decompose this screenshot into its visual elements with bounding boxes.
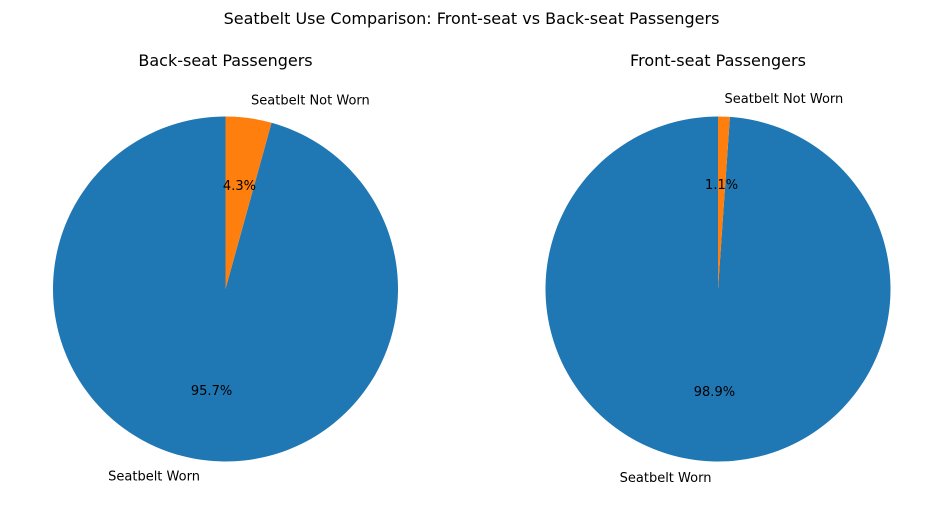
pie-slice-seatbelt-not-worn [225,116,272,289]
slice-label-seatbelt-worn: Seatbelt Worn [620,471,712,486]
slice-percent-seatbelt-worn: 95.7% [191,384,232,399]
slice-percent-seatbelt-not-worn: 1.1% [705,178,738,193]
pie-chart-back-seat: Back-seat Passengers Seatbelt Worn95.7%S… [52,51,398,485]
slice-percent-seatbelt-not-worn: 4.3% [223,179,256,194]
slice-label-seatbelt-worn: Seatbelt Worn [108,470,200,485]
slice-percent-seatbelt-worn: 98.9% [694,385,735,400]
slice-label-seatbelt-not-worn: Seatbelt Not Worn [251,93,370,108]
pie-slice-seatbelt-not-worn [718,116,730,289]
figure-title: Seatbelt Use Comparison: Front-seat vs B… [224,9,720,28]
pie-slice-seatbelt-worn [545,116,891,462]
slices-front-seat [545,116,891,462]
chart-title-back-seat: Back-seat Passengers [138,51,312,70]
labels-back-seat: Seatbelt Worn 95.7% Seatbelt Not Worn 4.3% [108,93,370,484]
pie-chart-front-seat: Front-seat Passengers Seatbelt Worn 98.9%… [545,51,891,486]
slice-label-seatbelt-not-worn: Seatbelt Not Worn [725,92,844,107]
slices-back-seat [52,116,398,462]
labels-front-seat: Seatbelt Worn 98.9% Seatbelt Not Worn 1.1% [620,92,844,486]
chart-title-front-seat: Front-seat Passengers [630,51,806,70]
